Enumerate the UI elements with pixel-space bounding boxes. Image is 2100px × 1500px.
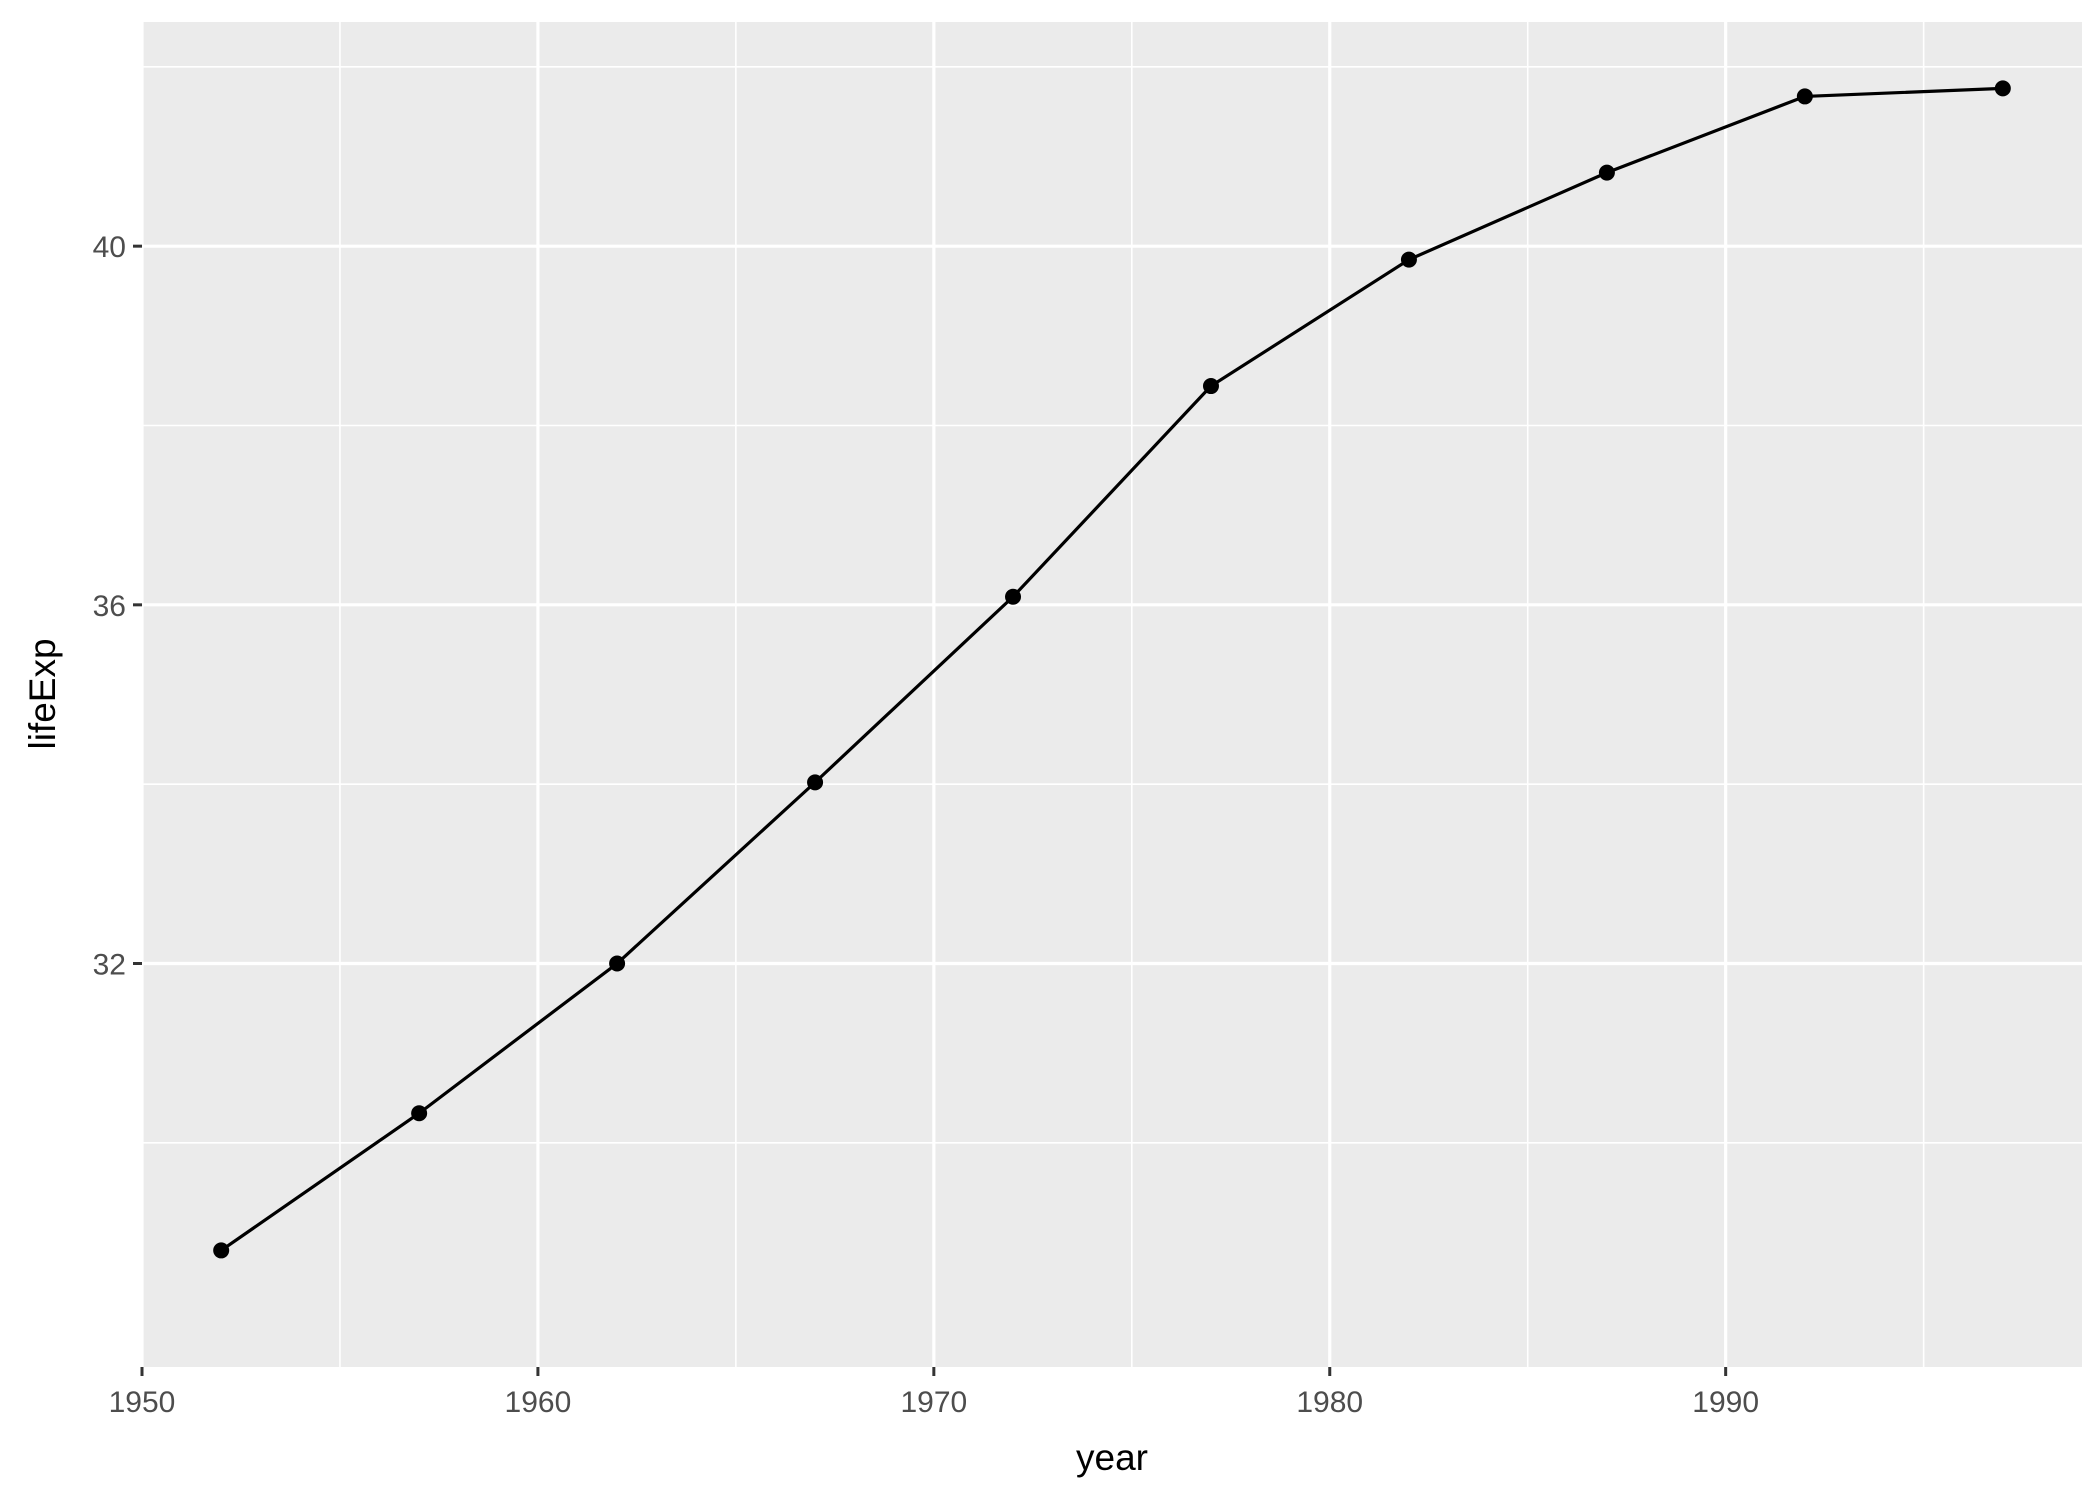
data-point: [609, 955, 626, 972]
tick-labels: 1950 1960 1970 1980 1990 32 36 40: [93, 231, 1759, 1419]
x-axis-title: year: [1076, 1437, 1148, 1478]
data-point: [1796, 88, 1813, 105]
data-point: [213, 1242, 230, 1259]
x-tick-label: 1980: [1296, 1386, 1363, 1419]
axis-ticks: [133, 244, 1728, 1376]
y-tick-label: 40: [93, 231, 126, 264]
data-point: [807, 774, 824, 791]
x-tick-label: 1990: [1692, 1386, 1759, 1419]
data-point: [1400, 251, 1417, 268]
x-tick-label: 1970: [900, 1386, 967, 1419]
data-point: [1598, 164, 1615, 181]
major-gridlines: [140, 22, 2082, 1367]
data-point: [1202, 378, 1219, 395]
x-tick-label: 1950: [109, 1386, 176, 1419]
x-tick-label: 1960: [505, 1386, 572, 1419]
y-tick-label: 32: [93, 949, 126, 982]
plot-panel: [142, 22, 2082, 1367]
data-point: [1005, 588, 1022, 605]
data-point: [411, 1105, 428, 1122]
data-point: [1994, 80, 2011, 97]
data-points: [213, 80, 2011, 1259]
y-axis-title: lifeExp: [22, 638, 63, 749]
series-line: [220, 86, 2003, 1252]
y-tick-label: 36: [93, 590, 126, 623]
